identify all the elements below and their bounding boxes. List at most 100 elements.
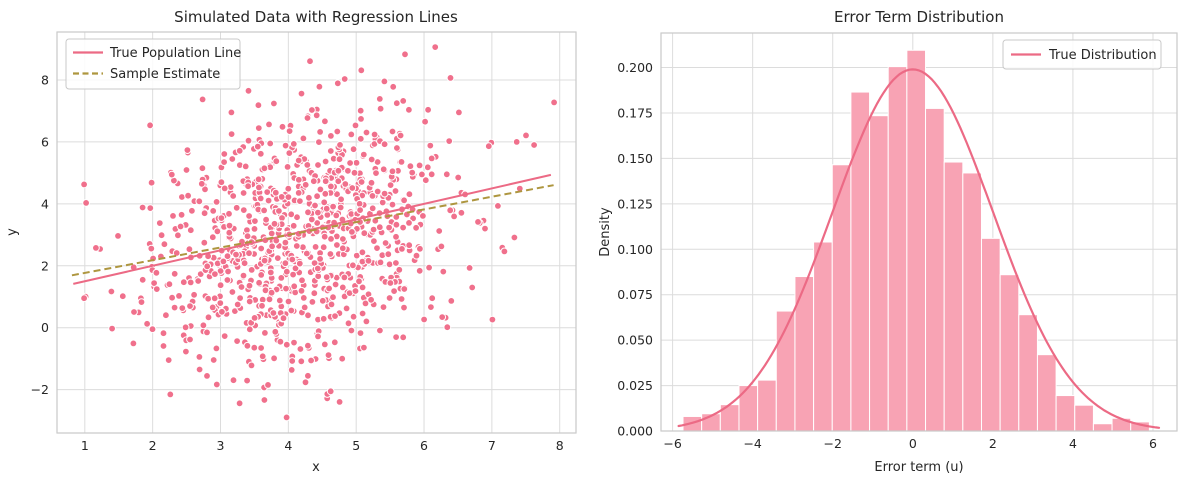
scatter-point bbox=[257, 344, 266, 352]
scatter-point bbox=[358, 309, 367, 318]
scatter-point bbox=[92, 244, 100, 252]
scatter-point bbox=[522, 131, 530, 140]
y-tick-label: 0.175 bbox=[617, 105, 653, 120]
x-tick-label: −2 bbox=[824, 436, 842, 451]
scatter-point bbox=[380, 77, 389, 86]
scatter-point bbox=[228, 155, 237, 163]
scatter-point bbox=[265, 120, 273, 129]
scatter-point bbox=[290, 338, 298, 347]
scatter-point bbox=[146, 204, 155, 213]
scatter-point bbox=[358, 248, 367, 257]
x-tick-label: 4 bbox=[1069, 436, 1077, 451]
scatter-point bbox=[254, 124, 263, 133]
scatter-point bbox=[481, 224, 489, 233]
scatter-point bbox=[405, 219, 413, 227]
scatter-point bbox=[357, 66, 366, 75]
scatter-point bbox=[138, 275, 147, 284]
scatter-point bbox=[415, 266, 424, 275]
scatter-point bbox=[225, 221, 234, 230]
scatter-point bbox=[315, 138, 323, 147]
x-tick-label: 5 bbox=[352, 438, 360, 453]
scatter-point bbox=[388, 127, 397, 136]
scatter-point bbox=[170, 269, 179, 278]
scatter-point bbox=[266, 268, 275, 277]
scatter-point bbox=[356, 106, 365, 115]
left-x-axis-label: x bbox=[312, 460, 320, 475]
scatter-point bbox=[431, 43, 440, 51]
scatter-point bbox=[326, 387, 335, 396]
scatter-point bbox=[245, 249, 253, 258]
scatter-point bbox=[275, 207, 283, 215]
scatter-point bbox=[130, 308, 138, 316]
scatter-point bbox=[326, 147, 335, 155]
legend-entry-sample-estimate: Sample Estimate bbox=[110, 67, 220, 82]
scatter-point bbox=[175, 292, 183, 300]
scatter-point bbox=[427, 170, 436, 179]
legend bbox=[65, 38, 241, 90]
y-tick-label: 0.200 bbox=[617, 60, 653, 75]
scatter-point bbox=[176, 222, 185, 231]
scatter-point bbox=[281, 141, 290, 150]
scatter-point bbox=[330, 338, 339, 347]
scatter-point bbox=[392, 220, 401, 229]
scatter-point bbox=[376, 326, 384, 335]
scatter-point bbox=[468, 283, 477, 292]
scatter-point bbox=[209, 207, 218, 215]
scatter-point bbox=[165, 280, 174, 289]
scatter-point bbox=[212, 198, 221, 206]
scatter-point bbox=[277, 193, 286, 201]
scatter-point bbox=[255, 278, 264, 287]
scatter-point bbox=[264, 381, 272, 389]
histogram-bar bbox=[757, 379, 777, 431]
scatter-point bbox=[178, 193, 186, 201]
scatter-point bbox=[237, 283, 246, 291]
scatter-point bbox=[232, 250, 240, 259]
y-tick-label: 0.025 bbox=[617, 378, 653, 393]
scatter-point bbox=[389, 82, 398, 91]
scatter-point bbox=[455, 108, 463, 117]
scatter-point bbox=[397, 295, 406, 303]
scatter-point bbox=[367, 178, 376, 187]
scatter-point bbox=[260, 206, 269, 215]
scatter-point bbox=[245, 212, 254, 220]
scatter-point bbox=[500, 247, 509, 256]
scatter-point bbox=[203, 328, 211, 337]
scatter-point bbox=[335, 398, 344, 406]
scatter-point bbox=[340, 273, 349, 282]
scatter-point bbox=[347, 130, 356, 139]
scatter-point bbox=[294, 156, 303, 165]
histogram-bar bbox=[1092, 423, 1113, 431]
scatter-point bbox=[465, 264, 474, 272]
y-tick-label: 0.000 bbox=[617, 424, 653, 439]
scatter-point bbox=[143, 319, 152, 328]
scatter-point bbox=[380, 140, 389, 149]
histogram-bars bbox=[682, 49, 1150, 431]
scatter-point bbox=[425, 263, 434, 272]
scatter-point bbox=[254, 175, 263, 184]
scatter-point bbox=[370, 130, 379, 139]
scatter-point bbox=[416, 244, 424, 253]
scatter-point bbox=[209, 356, 218, 364]
scatter-point bbox=[247, 361, 256, 370]
scatter-point bbox=[284, 297, 293, 306]
scatter-point bbox=[282, 413, 291, 422]
scatter-point bbox=[512, 138, 521, 146]
scatter-point bbox=[291, 264, 300, 273]
scatter-point bbox=[392, 259, 400, 267]
scatter-point bbox=[321, 157, 330, 166]
scatter-point bbox=[166, 390, 175, 399]
scatter-point bbox=[284, 184, 293, 193]
scatter-point bbox=[235, 146, 244, 155]
scatter-point bbox=[167, 170, 176, 179]
scatter-point bbox=[277, 274, 286, 282]
scatter-point bbox=[339, 235, 347, 243]
histogram-bar bbox=[1018, 314, 1038, 431]
sample-estimate-line bbox=[71, 184, 554, 277]
scatter-point bbox=[270, 354, 279, 363]
scatter-point bbox=[233, 300, 242, 309]
scatter-point bbox=[303, 161, 312, 169]
scatter-point bbox=[348, 184, 357, 192]
scatter-point bbox=[405, 190, 414, 199]
true-distribution-curve bbox=[677, 68, 1161, 429]
